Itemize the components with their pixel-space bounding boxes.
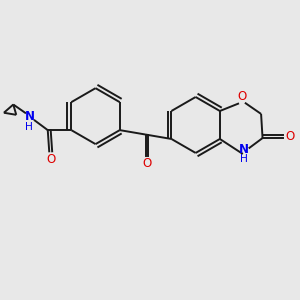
Text: H: H	[240, 154, 248, 164]
Text: O: O	[285, 130, 295, 143]
Text: O: O	[46, 153, 55, 166]
Text: N: N	[239, 143, 249, 156]
Text: O: O	[237, 90, 247, 103]
Text: H: H	[25, 122, 33, 132]
Text: O: O	[142, 158, 152, 170]
Text: N: N	[25, 110, 34, 123]
